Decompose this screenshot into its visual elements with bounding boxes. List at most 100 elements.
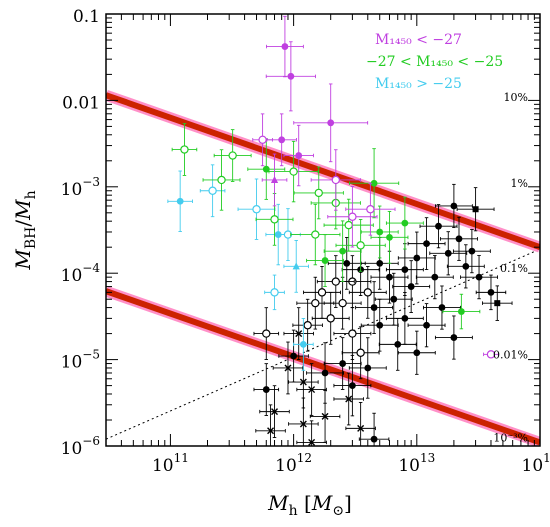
data-point-green <box>323 220 362 282</box>
marker-open-circle <box>314 188 323 198</box>
data-point-black <box>311 292 350 345</box>
y-tick-label: 0.01 <box>62 93 100 113</box>
data-point-black <box>255 404 286 446</box>
percent-label: 1% <box>511 177 528 190</box>
data-point-purple <box>283 124 314 187</box>
marker-open-circle <box>317 288 327 297</box>
data-point-black <box>323 337 362 390</box>
marker-open-circle <box>348 329 357 338</box>
data-point-purple <box>266 113 297 167</box>
data-point-black <box>296 420 327 446</box>
marker-cross-b <box>308 438 316 446</box>
data-point-black <box>303 265 341 319</box>
axis-labels: Mh [M⊙] MBH/Mh <box>11 190 352 519</box>
marker-filled-circle <box>376 259 384 267</box>
reference-dotted-line <box>106 248 540 440</box>
marker-filled-circle <box>278 136 286 144</box>
data-point-black <box>355 281 394 334</box>
y-tick-label: 10−3 <box>61 175 100 200</box>
y-tick-label: 10−4 <box>61 261 101 286</box>
percentage-labels: 10% 1% 0.1% 0.01% 10⁻³% <box>493 91 528 445</box>
marker-open-circle <box>311 230 320 239</box>
marker-cross-b <box>299 378 307 386</box>
data-point-black <box>333 354 372 417</box>
marker-filled-circle <box>423 321 430 329</box>
marker-square <box>494 300 501 307</box>
marker-filled-circle <box>444 249 452 257</box>
data-point-black <box>292 298 323 352</box>
percent-label: 0.01% <box>493 348 528 361</box>
marker-open-circle <box>344 220 353 230</box>
marker-open-circle <box>338 298 347 308</box>
marker-open-circle <box>258 135 267 144</box>
marker-cross-b <box>321 412 329 420</box>
data-point-black <box>316 255 355 308</box>
data-point-black <box>456 187 495 232</box>
axes: 1011 1012 1013 1014 0.1 0.01 10−3 10−4 10−5 10−6 <box>61 7 550 476</box>
data-point-black <box>348 265 387 319</box>
marker-cross-b <box>345 395 353 403</box>
data-point-black <box>358 412 390 446</box>
data-point-green <box>335 218 386 272</box>
data-point-green <box>360 205 399 259</box>
data-point-black <box>423 285 461 330</box>
marker-filled-circle <box>287 72 295 80</box>
data-point-black <box>397 330 436 375</box>
marker-open-circle <box>331 175 340 185</box>
data-point-black <box>278 329 309 383</box>
x-tick-label: 1011 <box>152 451 189 476</box>
marker-open-circle <box>252 205 261 214</box>
data-point-black <box>253 363 280 416</box>
marker-filled-circle <box>468 247 476 255</box>
marker-open-circle <box>366 205 375 214</box>
data-point-black <box>407 217 446 270</box>
marker-open-circle <box>326 314 335 323</box>
data-point-purple <box>265 41 316 112</box>
data-point-black <box>272 341 304 395</box>
data-point-black <box>288 397 319 446</box>
marker-open-circle <box>208 186 217 195</box>
data-point-green <box>213 129 252 182</box>
data-point-black <box>327 236 366 290</box>
marker-triangle <box>292 262 300 270</box>
data-point-black <box>482 285 513 321</box>
data-point-black <box>429 231 468 276</box>
marker-cross-b <box>267 427 275 435</box>
data-point-black <box>348 337 387 399</box>
data-point-purple <box>327 186 378 248</box>
data-point-purple <box>310 149 361 211</box>
marker-open-circle <box>356 348 365 357</box>
marker-filled-circle <box>370 179 378 187</box>
percent-label: 10% <box>504 91 528 104</box>
marker-open-circle <box>486 350 496 359</box>
marker-filled-circle <box>364 364 372 372</box>
marker-filled-circle <box>262 386 270 393</box>
marker-cross-b <box>284 364 292 372</box>
marker-filled-circle <box>413 349 421 357</box>
marker-filled-circle <box>386 233 393 241</box>
marker-filled-circle <box>435 222 442 230</box>
data-point-black <box>434 315 473 360</box>
legend-entry-2: −27 < M₁₄₅₀ < −25 <box>366 54 503 70</box>
data-point-green <box>306 234 344 287</box>
data-points <box>167 15 513 446</box>
legend-entry-1: M₁₄₅₀ < −27 <box>375 32 462 48</box>
data-point-black <box>475 274 507 311</box>
x-axis-label: Mh [M⊙] <box>267 491 352 519</box>
percent-label: 10⁻³% <box>493 432 528 445</box>
data-point-black <box>283 307 314 360</box>
marker-cross-b <box>299 420 307 428</box>
marker-filled-circle <box>339 360 347 367</box>
data-point-cyan <box>293 318 314 371</box>
data-point-cyan <box>167 170 193 232</box>
data-point-purple <box>261 153 288 207</box>
marker-filled-circle <box>401 219 409 227</box>
marker-legend-symbol <box>483 350 499 359</box>
y-tick-label: 0.1 <box>73 7 100 27</box>
marker-open-circle <box>363 288 372 297</box>
series-green <box>171 123 481 330</box>
data-point-purple <box>345 182 396 236</box>
data-point-black <box>392 260 431 313</box>
marker-filled-circle <box>455 235 463 243</box>
